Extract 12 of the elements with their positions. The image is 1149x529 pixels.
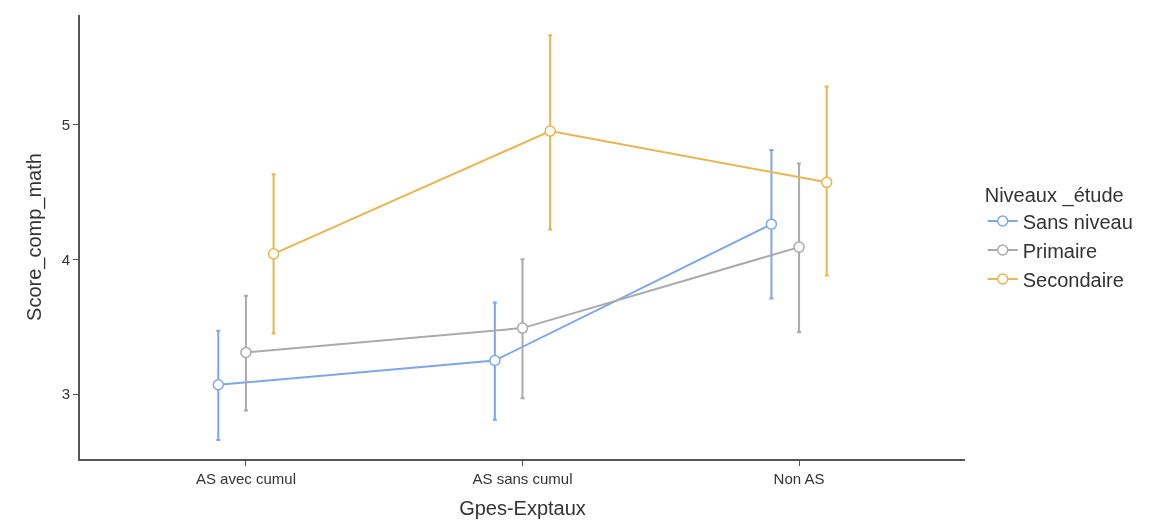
x-tick-label: AS avec cumul — [195, 470, 296, 487]
x-axis-title: Gpes-Exptaux — [459, 497, 586, 519]
y-tick-label: 5 — [61, 115, 70, 133]
y-tick-label: 4 — [61, 250, 70, 268]
x-tick-label: Non AS — [773, 470, 825, 487]
y-axis-title: Score_comp_math — [22, 153, 46, 321]
legend-label: Sans niveau — [1022, 210, 1133, 233]
legend-label: Secondaire — [1022, 268, 1124, 291]
x-tick-label: AS sans cumul — [472, 470, 573, 487]
y-tick-label: 3 — [61, 385, 70, 403]
legend-title: Niveaux _étude — [984, 183, 1124, 207]
legend-label: Primaire — [1022, 239, 1098, 262]
